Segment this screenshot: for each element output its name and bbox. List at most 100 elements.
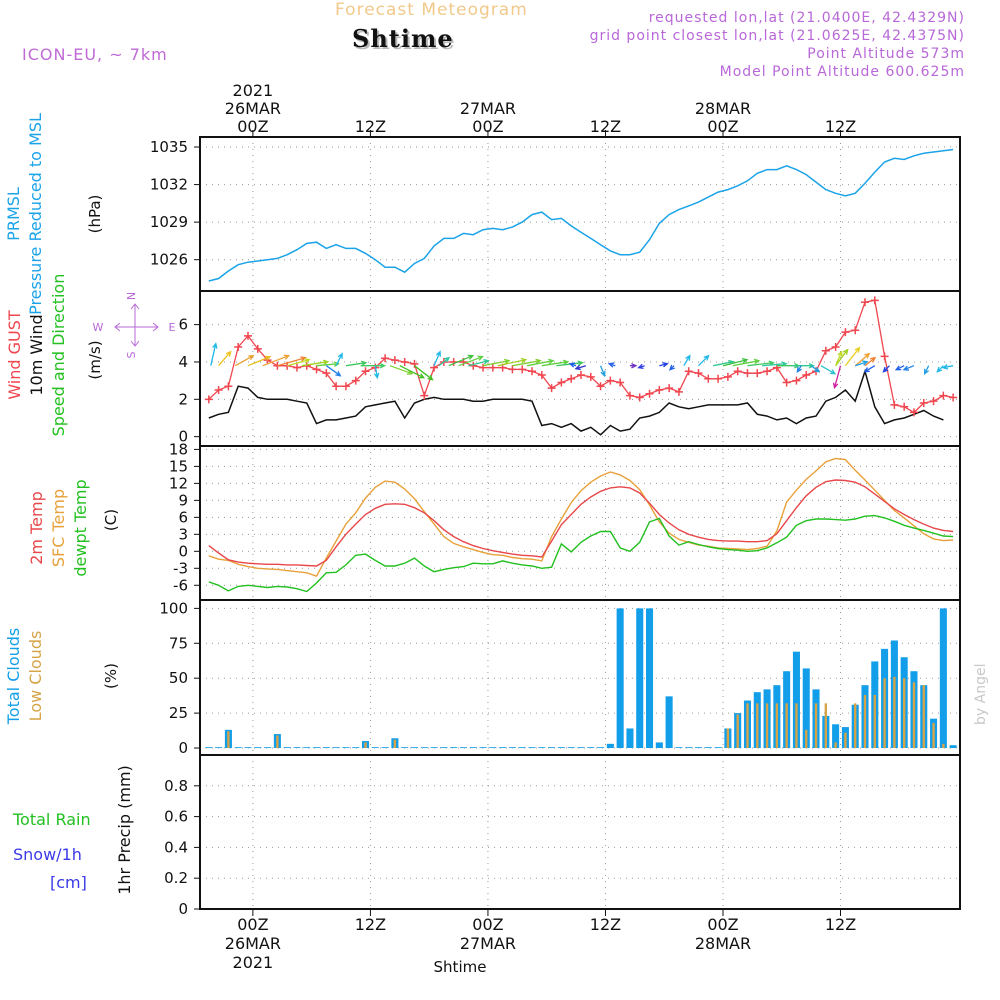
wind-direction-arrow xyxy=(345,360,368,367)
wind-gust-marker xyxy=(204,395,213,404)
wind-direction-arrow xyxy=(574,364,587,371)
total-clouds-bar xyxy=(303,747,311,749)
wind-direction-arrow xyxy=(360,362,387,369)
total-clouds-bar xyxy=(450,747,458,749)
pressure-axis-label: PRMSL xyxy=(4,187,23,241)
compass-west: W xyxy=(93,321,104,334)
grid-point-coordinates: grid point closest lon,lat (21.0625E, 42… xyxy=(589,28,965,44)
model-point-altitude: Model Point Altitude 600.625m xyxy=(719,64,965,80)
bottom-time-label: 26MAR xyxy=(225,934,281,953)
wind-direction-arrow xyxy=(855,360,869,367)
low-clouds-bar xyxy=(736,714,739,749)
low-clouds-bar xyxy=(844,732,847,749)
wind-direction-arrow xyxy=(301,359,330,367)
wind-direction-arrow xyxy=(629,362,638,369)
wind-gust-marker xyxy=(743,369,752,378)
wind-gust-marker xyxy=(821,346,830,355)
total-clouds-bar xyxy=(939,608,947,749)
wind-gust-marker xyxy=(684,367,693,376)
temperature-axis-label: dewpt Temp xyxy=(71,479,90,576)
wind-direction-arrow xyxy=(713,359,735,367)
precip-ytick-label: 0.8 xyxy=(164,777,188,795)
wind-gust-marker xyxy=(351,376,360,385)
wind-ytick-label: 0 xyxy=(178,428,188,446)
temperature-ytick-label: 6 xyxy=(178,508,188,526)
wind-gust-marker xyxy=(234,343,243,352)
wind-direction-arrow xyxy=(512,358,542,367)
total-clouds-bar xyxy=(283,747,291,749)
top-time-label: 28MAR xyxy=(695,99,751,118)
wind-direction-arrow xyxy=(433,350,441,366)
wind-gust-marker xyxy=(929,397,938,406)
low-clouds-bar xyxy=(227,731,230,749)
wind-gust-marker xyxy=(518,365,527,374)
temperature-ytick-label: 12 xyxy=(169,474,188,492)
credit-watermark: by Angel xyxy=(973,664,989,725)
wind-gust-marker xyxy=(253,344,262,353)
wind-gust-marker xyxy=(890,400,899,409)
total-clouds-bar xyxy=(205,747,213,749)
wind-direction-arrow xyxy=(863,365,876,373)
low-clouds-bar xyxy=(873,694,876,749)
total-clouds-bar xyxy=(420,747,428,749)
wind-gust-marker xyxy=(528,367,537,376)
wind-gust-marker xyxy=(214,385,223,394)
wind-gust-marker xyxy=(243,331,252,340)
total-clouds-bar xyxy=(577,747,585,749)
clouds-ytick-label: 50 xyxy=(169,669,188,687)
wind-direction-arrow xyxy=(864,356,877,367)
wind-direction-arrow xyxy=(541,359,570,367)
temperature-ytick-label: 3 xyxy=(178,525,188,543)
temperature-panel-frame xyxy=(199,445,961,601)
total-clouds-bar xyxy=(557,747,565,749)
wind-direction-arrow xyxy=(373,365,380,380)
total-clouds-bar xyxy=(234,747,242,749)
temperature-ytick-label: 0 xyxy=(178,542,188,560)
wind-gust-marker xyxy=(674,387,683,396)
top-time-label: 00Z xyxy=(237,117,268,136)
clouds-ytick-label: 0 xyxy=(178,739,188,757)
total-clouds-bar xyxy=(322,747,330,749)
wind-direction-arrow xyxy=(668,364,675,371)
wind-gust-marker xyxy=(802,371,811,380)
temperature-ytick-label: 9 xyxy=(178,491,188,509)
wind-direction-arrow xyxy=(936,365,944,373)
clouds-unit-label: (%) xyxy=(102,663,120,689)
low-clouds-bar xyxy=(795,703,798,749)
total-clouds-bar xyxy=(626,728,634,749)
wind-gust-marker xyxy=(606,376,615,385)
wind-direction-arrow xyxy=(482,358,511,367)
wind-direction-arrow xyxy=(448,354,475,367)
total-clouds-bar xyxy=(646,608,654,749)
wind-direction-arrow xyxy=(820,365,837,375)
wind-gust-marker xyxy=(557,378,566,387)
wind-direction-arrow xyxy=(835,348,849,367)
total-clouds-bar xyxy=(313,747,321,749)
wind-gust-marker xyxy=(616,378,625,387)
compass-south: S xyxy=(125,351,138,358)
wind-gust-marker xyxy=(488,363,497,372)
wind-direction-arrow xyxy=(568,362,577,368)
wind-direction-arrow xyxy=(659,362,669,368)
wind-gust-marker xyxy=(939,391,948,400)
total-clouds-bar xyxy=(410,747,419,749)
low-clouds-bar xyxy=(932,722,935,749)
wind-direction-arrow xyxy=(234,354,255,367)
precip-panel-frame xyxy=(199,754,961,910)
precip-ytick-label: 0.2 xyxy=(164,869,188,887)
total-clouds-bar xyxy=(293,747,301,749)
wind-gust-marker xyxy=(753,369,762,378)
wind-direction-arrow xyxy=(791,362,816,369)
wind-gust-marker xyxy=(292,363,301,372)
wind-direction-arrow xyxy=(218,350,232,367)
wind-gust-marker xyxy=(831,343,840,352)
low-clouds-bar xyxy=(834,742,837,749)
low-clouds-bar xyxy=(942,743,945,749)
wind-direction-arrow xyxy=(835,350,843,366)
low-clouds-bar xyxy=(883,678,886,749)
temperature-ytick-label: -3 xyxy=(173,559,188,577)
compass-east: E xyxy=(169,321,176,334)
temperature-series-line xyxy=(208,457,954,578)
wind-axis-label: Speed and Direction xyxy=(49,274,68,437)
wind-direction-arrow xyxy=(894,365,905,371)
